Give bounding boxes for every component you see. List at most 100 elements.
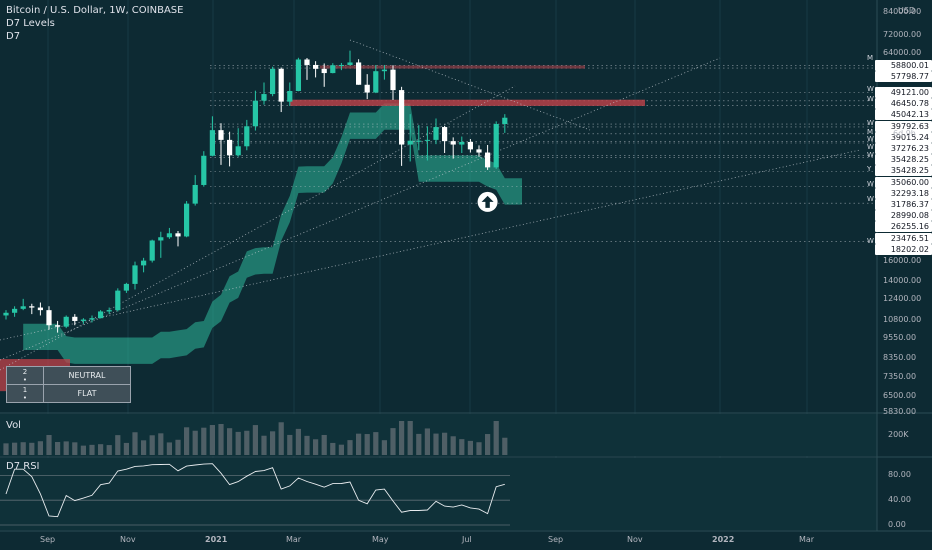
rsi-line	[5, 463, 505, 518]
price-level-tag: 58800.01	[875, 59, 932, 71]
volume-bar	[3, 443, 9, 455]
candle-body	[381, 69, 387, 72]
candle-body	[485, 152, 491, 168]
candle-body	[476, 149, 482, 153]
volume-bar	[63, 441, 69, 455]
price-level-tag: 32293.18	[875, 187, 932, 199]
time-tick-label: 2021	[205, 535, 228, 544]
price-tick-label: 64000.00	[883, 47, 922, 57]
time-tick-label: Nov	[627, 535, 643, 544]
volume-bar	[175, 439, 181, 455]
trend-line	[0, 85, 516, 371]
price-level-tag: 45042.13	[875, 109, 932, 121]
candle-body	[235, 146, 241, 156]
rsi-pane-bg	[0, 458, 877, 530]
volume-bar	[502, 437, 508, 455]
candle-body	[80, 319, 86, 321]
candle-body	[46, 310, 52, 326]
volume-bar	[330, 442, 336, 455]
currency-label: USD	[898, 6, 916, 15]
volume-bar	[407, 421, 413, 455]
volume-bar	[141, 440, 147, 455]
volume-series	[0, 414, 877, 456]
price-level-tag: 57798.77	[875, 71, 932, 83]
volume-bar	[416, 433, 422, 455]
candle-body	[166, 233, 172, 238]
cloud-band	[23, 103, 522, 364]
time-tick-label: Mar	[799, 535, 815, 544]
candle-body	[141, 260, 147, 266]
volume-bar	[442, 432, 448, 455]
candle-body	[313, 64, 319, 69]
candle-body	[252, 100, 258, 127]
chart-legend: Bitcoin / U.S. Dollar, 1W, COINBASE D7 L…	[6, 4, 183, 43]
level-marker: W	[867, 95, 874, 103]
arrow-up-icon	[481, 195, 494, 208]
price-level-tag: 31786.37	[875, 198, 932, 210]
level-marker: W	[867, 151, 874, 159]
rsi-tick-label: 80.00	[888, 470, 911, 480]
price-tick-label: 16000.00	[883, 255, 922, 265]
candle-body	[450, 141, 456, 145]
candle-body	[338, 64, 344, 66]
rsi-pane-label[interactable]: D7 RSI	[6, 461, 40, 472]
volume-bar	[184, 427, 190, 455]
candle-body	[37, 307, 43, 311]
price-tick-label: 10800.00	[883, 314, 922, 324]
bar-countdown: 6d 9h	[893, 128, 916, 138]
volume-bar	[287, 434, 293, 455]
price-tick-label: 14000.00	[883, 275, 922, 285]
status-row: 2 • NEUTRAL	[6, 366, 131, 385]
volume-bar	[192, 430, 198, 455]
candle-body	[115, 290, 121, 311]
volume-bar	[201, 427, 207, 455]
candle-body	[270, 68, 276, 95]
price-tick-label: 6500.00	[883, 390, 917, 400]
candle-body	[467, 141, 473, 150]
candle-body	[416, 140, 422, 142]
volume-bar	[373, 432, 379, 455]
time-tick-label: Jul	[462, 535, 472, 544]
volume-bar	[485, 434, 491, 455]
candle-body	[192, 184, 198, 204]
indicator-d7[interactable]: D7	[6, 31, 21, 42]
time-tick-label: Sep	[548, 535, 564, 544]
candle-body	[20, 306, 26, 309]
indicator-d7-levels[interactable]: D7 Levels	[6, 18, 55, 29]
price-tick-label: 5830.00	[883, 407, 917, 416]
volume-bar	[304, 435, 310, 455]
volume-bar	[80, 445, 86, 455]
volume-bar	[218, 424, 224, 455]
volume-bar	[98, 444, 104, 455]
candle-body	[287, 90, 293, 102]
level-marker: Y	[867, 165, 872, 173]
level-marker: W	[867, 85, 874, 93]
candle-body	[347, 62, 353, 65]
level-marker: W	[867, 237, 874, 245]
volume-bar	[467, 440, 473, 455]
symbol-title[interactable]: Bitcoin / U.S. Dollar, 1W, COINBASE	[6, 5, 184, 16]
price-level-tag: 26255.16	[875, 221, 932, 233]
volume-bar	[106, 445, 112, 455]
candle-body	[55, 325, 61, 327]
volume-bar	[270, 431, 276, 455]
price-level-tag: 39792.63	[875, 120, 932, 132]
candle-body	[244, 126, 250, 147]
volume-bar	[72, 442, 78, 455]
price-tick-label: 8350.00	[883, 353, 917, 363]
volume-bar	[166, 442, 172, 455]
volume-bar	[149, 435, 155, 455]
volume-bar	[46, 434, 52, 455]
volume-bar	[123, 442, 129, 455]
candle-body	[12, 308, 18, 313]
volume-bar	[321, 434, 327, 455]
volume-bar	[235, 431, 241, 455]
rsi-tick-label: 40.00	[888, 495, 911, 505]
volume-pane-label[interactable]: Vol	[6, 420, 21, 431]
volume-bar	[381, 440, 387, 455]
volume-bar	[338, 444, 344, 455]
candle-body	[493, 123, 499, 168]
volume-bar	[347, 440, 353, 455]
time-tick-label: Sep	[40, 535, 56, 544]
